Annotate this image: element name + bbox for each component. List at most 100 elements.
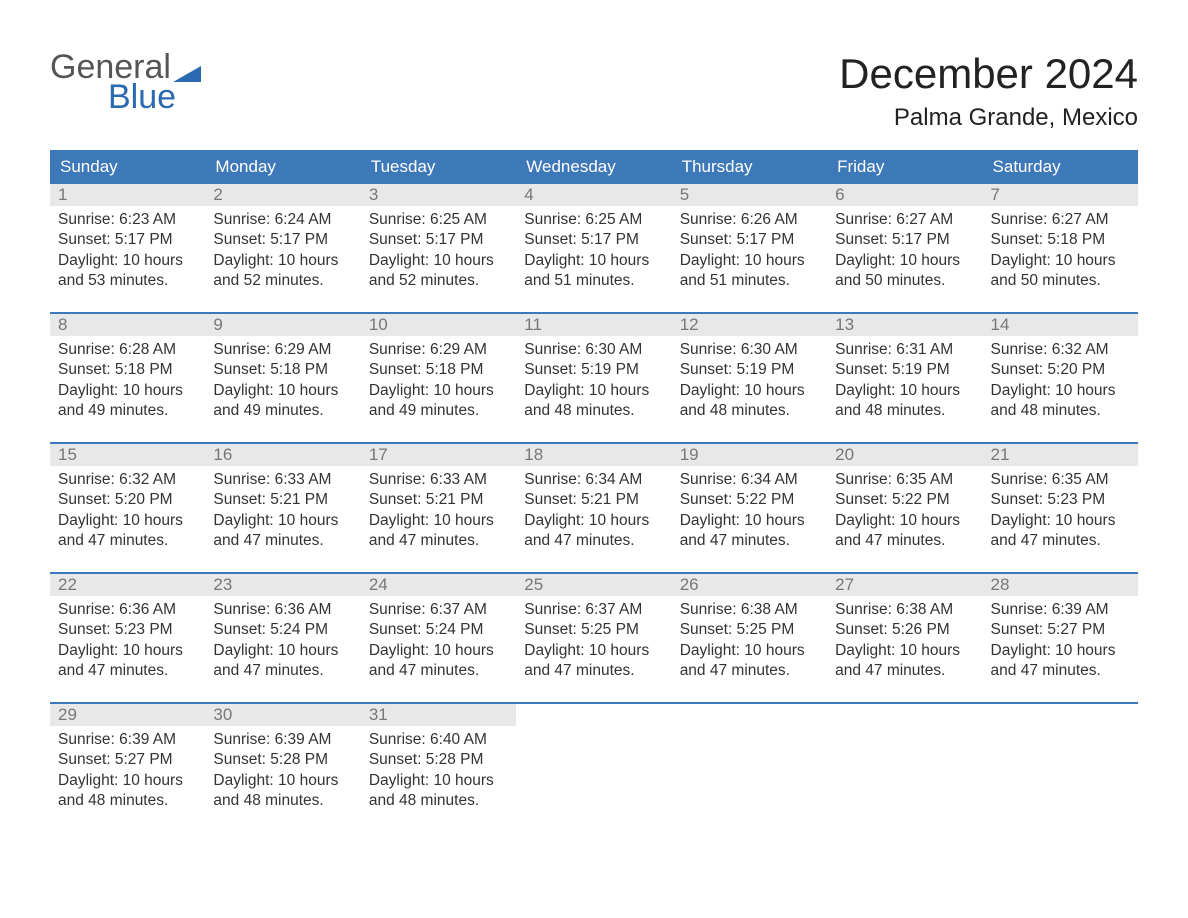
day-number: 27 [827, 574, 982, 596]
calendar-day: 6Sunrise: 6:27 AMSunset: 5:17 PMDaylight… [827, 184, 982, 312]
daylight-text: Daylight: 10 hours and 48 minutes. [369, 771, 508, 812]
page-title: December 2024 [839, 50, 1138, 98]
sunset-text: Sunset: 5:18 PM [369, 360, 508, 380]
day-body: Sunrise: 6:37 AMSunset: 5:24 PMDaylight:… [361, 596, 516, 692]
calendar-day [827, 704, 982, 832]
weekday-header: Sunday [50, 150, 205, 184]
day-body [827, 726, 982, 740]
day-number: 8 [50, 314, 205, 336]
daylight-text: Daylight: 10 hours and 49 minutes. [58, 381, 197, 422]
day-body: Sunrise: 6:33 AMSunset: 5:21 PMDaylight:… [361, 466, 516, 562]
day-body: Sunrise: 6:36 AMSunset: 5:23 PMDaylight:… [50, 596, 205, 692]
sunrise-text: Sunrise: 6:34 AM [680, 470, 819, 490]
sunrise-text: Sunrise: 6:33 AM [213, 470, 352, 490]
calendar-day: 21Sunrise: 6:35 AMSunset: 5:23 PMDayligh… [983, 444, 1138, 572]
sunset-text: Sunset: 5:22 PM [680, 490, 819, 510]
day-body: Sunrise: 6:29 AMSunset: 5:18 PMDaylight:… [205, 336, 360, 432]
day-body: Sunrise: 6:25 AMSunset: 5:17 PMDaylight:… [516, 206, 671, 302]
daylight-text: Daylight: 10 hours and 47 minutes. [524, 641, 663, 682]
day-number: 11 [516, 314, 671, 336]
calendar-day: 27Sunrise: 6:38 AMSunset: 5:26 PMDayligh… [827, 574, 982, 702]
logo: General Blue [50, 50, 201, 114]
daylight-text: Daylight: 10 hours and 48 minutes. [524, 381, 663, 422]
sunset-text: Sunset: 5:17 PM [213, 230, 352, 250]
weekday-header: Thursday [672, 150, 827, 184]
sunrise-text: Sunrise: 6:25 AM [369, 210, 508, 230]
sunset-text: Sunset: 5:28 PM [369, 750, 508, 770]
day-body [516, 726, 671, 740]
calendar-day: 1Sunrise: 6:23 AMSunset: 5:17 PMDaylight… [50, 184, 205, 312]
sunrise-text: Sunrise: 6:39 AM [58, 730, 197, 750]
day-body: Sunrise: 6:39 AMSunset: 5:28 PMDaylight:… [205, 726, 360, 822]
day-number: 2 [205, 184, 360, 206]
sunset-text: Sunset: 5:23 PM [991, 490, 1130, 510]
daylight-text: Daylight: 10 hours and 52 minutes. [369, 251, 508, 292]
calendar-day: 18Sunrise: 6:34 AMSunset: 5:21 PMDayligh… [516, 444, 671, 572]
weekday-header: Wednesday [516, 150, 671, 184]
daylight-text: Daylight: 10 hours and 47 minutes. [369, 511, 508, 552]
sunrise-text: Sunrise: 6:37 AM [524, 600, 663, 620]
sunrise-text: Sunrise: 6:39 AM [213, 730, 352, 750]
day-body: Sunrise: 6:30 AMSunset: 5:19 PMDaylight:… [672, 336, 827, 432]
daylight-text: Daylight: 10 hours and 49 minutes. [369, 381, 508, 422]
daylight-text: Daylight: 10 hours and 47 minutes. [213, 641, 352, 682]
sunset-text: Sunset: 5:17 PM [369, 230, 508, 250]
calendar-day: 12Sunrise: 6:30 AMSunset: 5:19 PMDayligh… [672, 314, 827, 442]
weekday-header: Tuesday [361, 150, 516, 184]
sunset-text: Sunset: 5:17 PM [835, 230, 974, 250]
day-body: Sunrise: 6:37 AMSunset: 5:25 PMDaylight:… [516, 596, 671, 692]
sunset-text: Sunset: 5:18 PM [58, 360, 197, 380]
calendar: SundayMondayTuesdayWednesdayThursdayFrid… [50, 150, 1138, 832]
calendar-day: 17Sunrise: 6:33 AMSunset: 5:21 PMDayligh… [361, 444, 516, 572]
calendar-week: 8Sunrise: 6:28 AMSunset: 5:18 PMDaylight… [50, 312, 1138, 442]
calendar-day: 3Sunrise: 6:25 AMSunset: 5:17 PMDaylight… [361, 184, 516, 312]
sunset-text: Sunset: 5:19 PM [524, 360, 663, 380]
calendar-week: 22Sunrise: 6:36 AMSunset: 5:23 PMDayligh… [50, 572, 1138, 702]
sunset-text: Sunset: 5:24 PM [213, 620, 352, 640]
calendar-day: 22Sunrise: 6:36 AMSunset: 5:23 PMDayligh… [50, 574, 205, 702]
sunrise-text: Sunrise: 6:29 AM [213, 340, 352, 360]
day-number: 21 [983, 444, 1138, 466]
daylight-text: Daylight: 10 hours and 47 minutes. [524, 511, 663, 552]
sunrise-text: Sunrise: 6:35 AM [835, 470, 974, 490]
daylight-text: Daylight: 10 hours and 47 minutes. [991, 511, 1130, 552]
sunrise-text: Sunrise: 6:23 AM [58, 210, 197, 230]
sunrise-text: Sunrise: 6:38 AM [835, 600, 974, 620]
day-number: 30 [205, 704, 360, 726]
calendar-day: 31Sunrise: 6:40 AMSunset: 5:28 PMDayligh… [361, 704, 516, 832]
day-number: 5 [672, 184, 827, 206]
day-number: 17 [361, 444, 516, 466]
sunset-text: Sunset: 5:20 PM [58, 490, 197, 510]
sunset-text: Sunset: 5:27 PM [58, 750, 197, 770]
daylight-text: Daylight: 10 hours and 52 minutes. [213, 251, 352, 292]
calendar-day: 15Sunrise: 6:32 AMSunset: 5:20 PMDayligh… [50, 444, 205, 572]
sunset-text: Sunset: 5:18 PM [991, 230, 1130, 250]
calendar-week: 1Sunrise: 6:23 AMSunset: 5:17 PMDaylight… [50, 184, 1138, 312]
calendar-day: 16Sunrise: 6:33 AMSunset: 5:21 PMDayligh… [205, 444, 360, 572]
title-block: December 2024 Palma Grande, Mexico [839, 50, 1138, 132]
daylight-text: Daylight: 10 hours and 47 minutes. [213, 511, 352, 552]
sunset-text: Sunset: 5:21 PM [369, 490, 508, 510]
day-number: 25 [516, 574, 671, 596]
calendar-day: 28Sunrise: 6:39 AMSunset: 5:27 PMDayligh… [983, 574, 1138, 702]
daylight-text: Daylight: 10 hours and 48 minutes. [58, 771, 197, 812]
day-body: Sunrise: 6:39 AMSunset: 5:27 PMDaylight:… [50, 726, 205, 822]
daylight-text: Daylight: 10 hours and 47 minutes. [680, 641, 819, 682]
sunrise-text: Sunrise: 6:40 AM [369, 730, 508, 750]
weekday-header: Saturday [983, 150, 1138, 184]
daylight-text: Daylight: 10 hours and 47 minutes. [991, 641, 1130, 682]
day-body: Sunrise: 6:38 AMSunset: 5:25 PMDaylight:… [672, 596, 827, 692]
day-number [983, 704, 1138, 726]
daylight-text: Daylight: 10 hours and 51 minutes. [524, 251, 663, 292]
day-number: 20 [827, 444, 982, 466]
calendar-day: 7Sunrise: 6:27 AMSunset: 5:18 PMDaylight… [983, 184, 1138, 312]
sunset-text: Sunset: 5:19 PM [835, 360, 974, 380]
day-number: 29 [50, 704, 205, 726]
sunset-text: Sunset: 5:25 PM [524, 620, 663, 640]
day-body: Sunrise: 6:39 AMSunset: 5:27 PMDaylight:… [983, 596, 1138, 692]
sunset-text: Sunset: 5:23 PM [58, 620, 197, 640]
day-number [516, 704, 671, 726]
sunset-text: Sunset: 5:28 PM [213, 750, 352, 770]
sunrise-text: Sunrise: 6:32 AM [58, 470, 197, 490]
sunrise-text: Sunrise: 6:31 AM [835, 340, 974, 360]
